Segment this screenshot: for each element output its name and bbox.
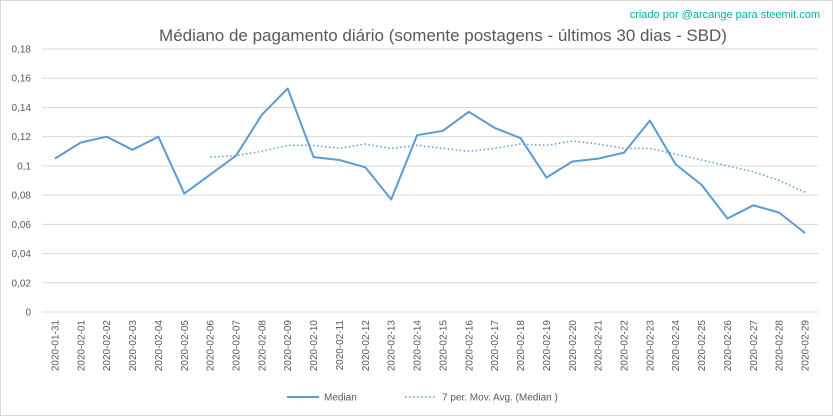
x-tick-label: 2020-02-15 — [438, 320, 449, 372]
x-tick-label: 2020-02-26 — [723, 320, 734, 372]
x-tick-label: 2020-02-29 — [801, 320, 812, 372]
x-tick-label: 2020-02-21 — [594, 320, 605, 372]
x-tick-label: 2020-02-13 — [387, 320, 398, 372]
x-tick-label: 2020-02-16 — [464, 320, 475, 372]
x-tick-label: 2020-02-24 — [671, 320, 682, 372]
legend-label: Median — [324, 393, 357, 404]
y-axis-ticks: 0 0,02 0,04 0,06 0,08 0,1 0,12 0,14 0,16 0,18 — [12, 45, 32, 319]
y-tick-label: 0,1 — [17, 161, 31, 172]
y-tick-label: 0,18 — [12, 45, 32, 56]
x-tick-label: 2020-02-18 — [516, 320, 527, 372]
y-tick-label: 0,06 — [12, 220, 32, 231]
y-tick-label: 0,16 — [12, 74, 32, 85]
moving-average-line — [210, 140, 806, 193]
y-tick-label: 0,14 — [12, 103, 32, 114]
x-tick-label: 2020-02-22 — [620, 320, 631, 372]
x-tick-label: 2020-02-08 — [257, 320, 268, 372]
legend: Median 7 per. Mov. Avg. (Median ) — [287, 393, 558, 404]
legend-label: 7 per. Mov. Avg. (Median ) — [442, 393, 558, 404]
x-tick-label: 2020-02-06 — [206, 320, 217, 372]
x-tick-label: 2020-02-23 — [645, 320, 656, 372]
credit-text: criado por @arcange para steemit.com — [630, 9, 820, 21]
x-tick-label: 2020-02-04 — [154, 320, 165, 372]
x-tick-label: 2020-02-28 — [775, 320, 786, 372]
x-tick-label: 2020-02-27 — [749, 320, 760, 372]
x-tick-label: 2020-02-03 — [128, 320, 139, 372]
x-tick-label: 2020-02-20 — [568, 320, 579, 372]
y-tick-label: 0,02 — [12, 278, 32, 289]
chart-title: Médiano de pagamento diário (somente pos… — [159, 26, 727, 45]
y-tick-label: 0 — [25, 308, 31, 319]
x-tick-label: 2020-02-25 — [697, 320, 708, 372]
x-tick-label: 2020-02-05 — [180, 320, 191, 372]
series-lines — [54, 87, 806, 234]
x-tick-label: 2020-02-12 — [361, 320, 372, 372]
x-tick-label: 2020-02-19 — [542, 320, 553, 372]
x-tick-label: 2020-01-31 — [50, 320, 61, 372]
x-axis-ticks: 2020-01-31 2020-02-01 2020-02-02 2020-02-03… — [50, 320, 811, 372]
gridlines — [42, 48, 818, 313]
y-tick-label: 0,08 — [12, 191, 32, 202]
x-tick-label: 2020-02-11 — [335, 320, 346, 371]
x-tick-label: 2020-02-14 — [413, 320, 424, 372]
x-tick-label: 2020-02-07 — [232, 320, 243, 372]
median-line — [54, 87, 806, 234]
y-tick-label: 0,12 — [12, 132, 32, 143]
x-tick-label: 2020-02-09 — [283, 320, 294, 372]
x-tick-label: 2020-02-01 — [76, 320, 87, 372]
x-tick-label: 2020-02-10 — [309, 320, 320, 372]
x-tick-label: 2020-02-02 — [102, 320, 113, 372]
x-tick-label: 2020-02-17 — [490, 320, 501, 372]
y-tick-label: 0,04 — [12, 249, 32, 260]
